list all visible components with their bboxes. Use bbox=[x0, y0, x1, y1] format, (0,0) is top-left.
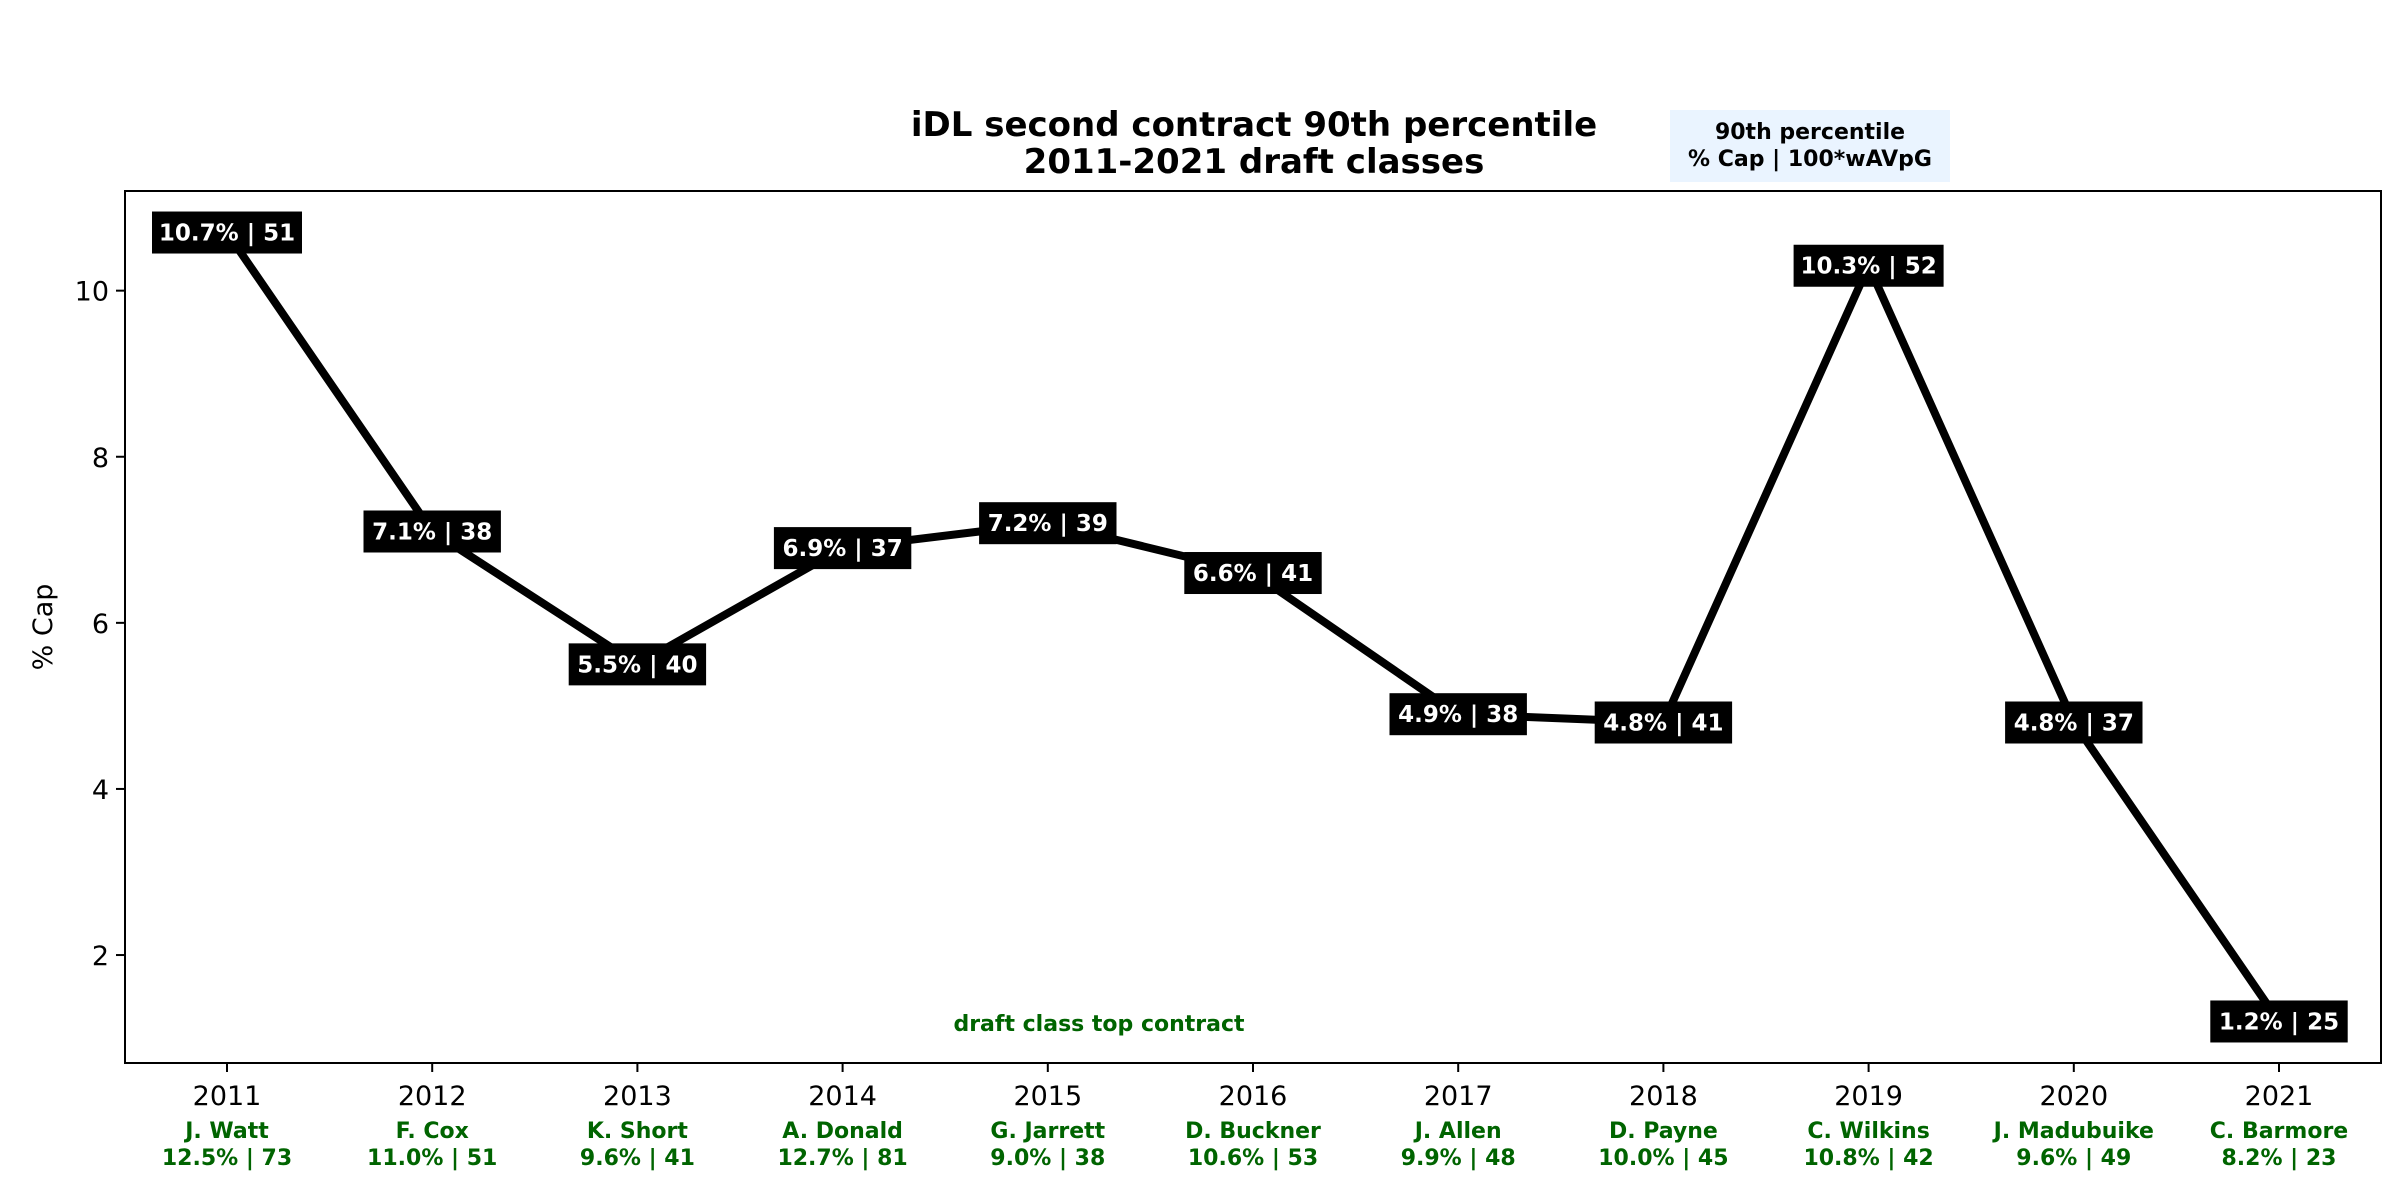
data-label: 10.7% | 51 bbox=[159, 221, 295, 247]
data-label-box bbox=[1594, 701, 1733, 744]
top-contract-stats: 9.0% | 38 bbox=[990, 1146, 1105, 1171]
top-contract-name: J. Madubuike bbox=[1992, 1119, 2154, 1144]
x-axis: 2011 2012 2013 2014 2015 2016 2017 2018 2019 2020… bbox=[193, 1063, 2314, 1112]
data-label: 4.9% | 38 bbox=[1398, 702, 1518, 728]
y-tick-label: 2 bbox=[92, 941, 109, 972]
x-tick-label: 2017 bbox=[1424, 1081, 1493, 1112]
data-labels: 10.7% | 51 7.1% | 38 5.5% | 40 6.9% | 37 7.2… bbox=[152, 211, 2348, 1043]
x-tick-label: 2016 bbox=[1219, 1081, 1288, 1112]
y-tick-label: 4 bbox=[92, 775, 109, 806]
top-contract-name: K. Short bbox=[587, 1119, 689, 1144]
x-tick-label: 2018 bbox=[1629, 1081, 1698, 1112]
annotation-top-contract: draft class top contract bbox=[953, 1012, 1245, 1037]
data-label: 4.8% | 41 bbox=[1603, 711, 1723, 737]
data-label-box bbox=[979, 502, 1117, 545]
data-label-box bbox=[152, 211, 302, 254]
top-contract-name: J. Watt bbox=[183, 1119, 269, 1144]
data-label: 4.8% | 37 bbox=[2014, 711, 2134, 737]
x-tick-label: 2015 bbox=[1013, 1081, 1082, 1112]
series-line bbox=[223, 230, 2283, 1024]
data-label-box bbox=[1184, 552, 1322, 595]
x-tick-label: 2011 bbox=[193, 1081, 262, 1112]
legend-line-1: 90th percentile bbox=[1715, 120, 1905, 145]
plot-frame bbox=[124, 190, 2382, 1064]
chart-title: iDL second contract 90th percentile bbox=[911, 105, 1597, 145]
top-contract-name: G. Jarrett bbox=[990, 1119, 1105, 1144]
legend-background bbox=[1670, 110, 1950, 182]
top-contract-stats: 12.5% | 73 bbox=[162, 1146, 292, 1171]
legend-box: 90th percentile % Cap | 100*wAVpG bbox=[1670, 110, 1950, 182]
data-label-box bbox=[773, 527, 912, 570]
top-contract-name: F. Cox bbox=[396, 1119, 469, 1144]
x-tick-label: 2020 bbox=[2039, 1081, 2108, 1112]
top-contract-stats: 8.2% | 23 bbox=[2222, 1146, 2337, 1171]
top-contract-name: C. Wilkins bbox=[1807, 1119, 1929, 1144]
x-tick-label: 2014 bbox=[808, 1081, 877, 1112]
top-contract-stats: 10.6% | 53 bbox=[1188, 1146, 1318, 1171]
data-label-box bbox=[363, 510, 501, 553]
data-label: 10.3% | 52 bbox=[1800, 254, 1936, 280]
data-label-box bbox=[1389, 693, 1527, 736]
data-label-box bbox=[2210, 1000, 2348, 1043]
top-contract-name: D. Buckner bbox=[1185, 1119, 1321, 1144]
top-contract-stats: 12.7% | 81 bbox=[777, 1146, 907, 1171]
data-label: 7.1% | 38 bbox=[372, 519, 492, 545]
top-contract-name: D. Payne bbox=[1609, 1119, 1718, 1144]
top-contract-stats: 10.8% | 42 bbox=[1803, 1146, 1933, 1171]
top-contract-stats: 9.6% | 41 bbox=[580, 1146, 695, 1171]
data-label-box bbox=[1793, 244, 1944, 287]
x-tick-label: 2013 bbox=[603, 1081, 672, 1112]
top-contract-stats: 11.0% | 51 bbox=[367, 1146, 497, 1171]
top-contract-stats: 9.6% | 49 bbox=[2016, 1146, 2131, 1171]
data-label: 6.9% | 37 bbox=[782, 536, 902, 562]
x-tick-label: 2012 bbox=[398, 1081, 467, 1112]
x-tick-label: 2021 bbox=[2245, 1081, 2314, 1112]
data-label-box bbox=[2005, 701, 2143, 744]
top-contract-name: A. Donald bbox=[782, 1119, 903, 1144]
top-contract-stats: 10.0% | 45 bbox=[1598, 1146, 1728, 1171]
data-label: 5.5% | 40 bbox=[577, 652, 697, 678]
top-contract-stats: 9.9% | 48 bbox=[1401, 1146, 1516, 1171]
y-tick-label: 8 bbox=[92, 443, 109, 474]
y-tick-label: 6 bbox=[92, 609, 109, 640]
data-label-box bbox=[568, 643, 707, 686]
y-axis: 2 4 6 8 10 bbox=[75, 277, 125, 972]
data-label: 7.2% | 39 bbox=[988, 511, 1108, 537]
y-tick-label: 10 bbox=[75, 277, 109, 308]
y-axis-label: % Cap bbox=[28, 584, 59, 671]
chart-subtitle: 2011-2021 draft classes bbox=[1024, 142, 1485, 182]
top-contract-name: J. Allen bbox=[1413, 1119, 1502, 1144]
x-tick-label: 2019 bbox=[1834, 1081, 1903, 1112]
data-label: 6.6% | 41 bbox=[1193, 561, 1313, 587]
legend-line-2: % Cap | 100*wAVpG bbox=[1688, 147, 1932, 172]
data-label: 1.2% | 25 bbox=[2219, 1009, 2339, 1035]
top-contract-name: C. Barmore bbox=[2210, 1119, 2348, 1144]
